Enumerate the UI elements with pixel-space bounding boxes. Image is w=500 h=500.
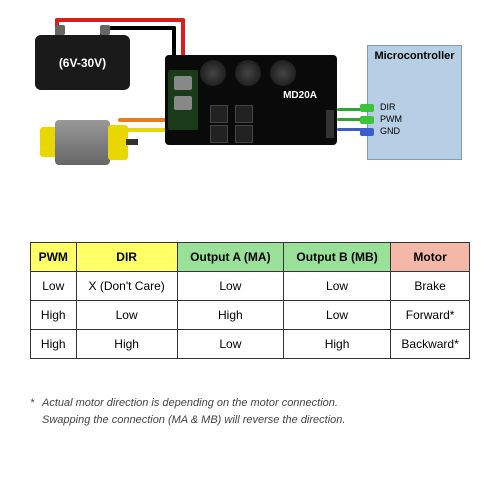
mcu-pin-label: GND — [380, 125, 402, 137]
col-motor: Motor — [391, 243, 470, 272]
mcu-pin-pwm — [360, 116, 374, 124]
battery: (6V-30V) — [35, 35, 130, 90]
wire-negative — [100, 26, 176, 30]
table-header-row: PWM DIR Output A (MA) Output B (MB) Moto… — [31, 243, 470, 272]
mcu-title: Microcontroller — [368, 46, 461, 66]
col-out-a: Output A (MA) — [177, 243, 283, 272]
col-out-b: Output B (MB) — [283, 243, 390, 272]
battery-label: (6V-30V) — [59, 56, 106, 70]
motor-driver-board: MD20A — [165, 55, 337, 145]
col-pwm: PWM — [31, 243, 77, 272]
mcu-pin-block — [360, 104, 374, 140]
table-row: High High Low High Backward* — [31, 330, 470, 359]
motor — [40, 115, 130, 170]
mcu-pin-label: PWM — [380, 113, 402, 125]
footnote-line1: Actual motor direction is depending on t… — [42, 397, 338, 409]
board-model-label: MD20A — [283, 90, 317, 101]
mcu-pin-dir — [360, 104, 374, 112]
table-row: Low X (Don't Care) Low Low Brake — [31, 272, 470, 301]
table-row: High Low High Low Forward* — [31, 301, 470, 330]
microcontroller: Microcontroller DIR PWM GND — [367, 45, 462, 160]
footnote: *Actual motor direction is depending on … — [30, 395, 345, 428]
truth-table: PWM DIR Output A (MA) Output B (MB) Moto… — [30, 242, 470, 359]
col-dir: DIR — [76, 243, 177, 272]
footnote-line2: Swapping the connection (MA & MB) will r… — [42, 414, 345, 426]
wiring-diagram: (6V-30V) MD20A Microcontroller DIR PWM G… — [0, 0, 500, 230]
wire-positive — [55, 18, 185, 22]
mcu-pin-gnd — [360, 128, 374, 136]
mcu-pin-labels: DIR PWM GND — [380, 101, 402, 137]
mcu-pin-label: DIR — [380, 101, 402, 113]
